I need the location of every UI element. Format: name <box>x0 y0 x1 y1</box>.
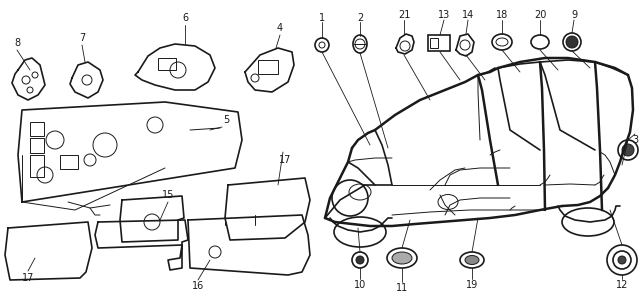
Bar <box>430 38 438 48</box>
Text: 14: 14 <box>462 10 474 20</box>
Text: 6: 6 <box>182 13 188 23</box>
Text: 5: 5 <box>223 115 229 125</box>
Text: 12: 12 <box>616 280 628 290</box>
Text: 20: 20 <box>534 10 546 20</box>
Text: 17: 17 <box>22 273 34 283</box>
Circle shape <box>622 144 634 156</box>
Text: 3: 3 <box>632 135 638 145</box>
Text: 9: 9 <box>571 10 577 20</box>
Bar <box>30 155 44 177</box>
Bar <box>60 155 78 169</box>
Text: 21: 21 <box>398 10 410 20</box>
Ellipse shape <box>392 252 412 264</box>
Text: 10: 10 <box>354 280 366 290</box>
Text: 18: 18 <box>496 10 508 20</box>
Text: 8: 8 <box>14 38 20 48</box>
Circle shape <box>618 256 626 264</box>
Text: 7: 7 <box>79 33 85 43</box>
Bar <box>258 60 278 74</box>
Bar <box>30 138 44 153</box>
Circle shape <box>356 256 364 264</box>
Text: 1: 1 <box>319 13 325 23</box>
Circle shape <box>566 36 578 48</box>
Bar <box>428 35 450 51</box>
Text: 16: 16 <box>192 281 204 291</box>
Text: 15: 15 <box>162 190 174 200</box>
Text: 4: 4 <box>277 23 283 33</box>
Text: 11: 11 <box>396 283 408 293</box>
Bar <box>30 122 44 136</box>
Ellipse shape <box>465 256 479 265</box>
Text: 19: 19 <box>466 280 478 290</box>
Text: 2: 2 <box>357 13 363 23</box>
Text: 13: 13 <box>438 10 450 20</box>
Bar <box>158 58 176 70</box>
Text: 17: 17 <box>279 155 291 165</box>
